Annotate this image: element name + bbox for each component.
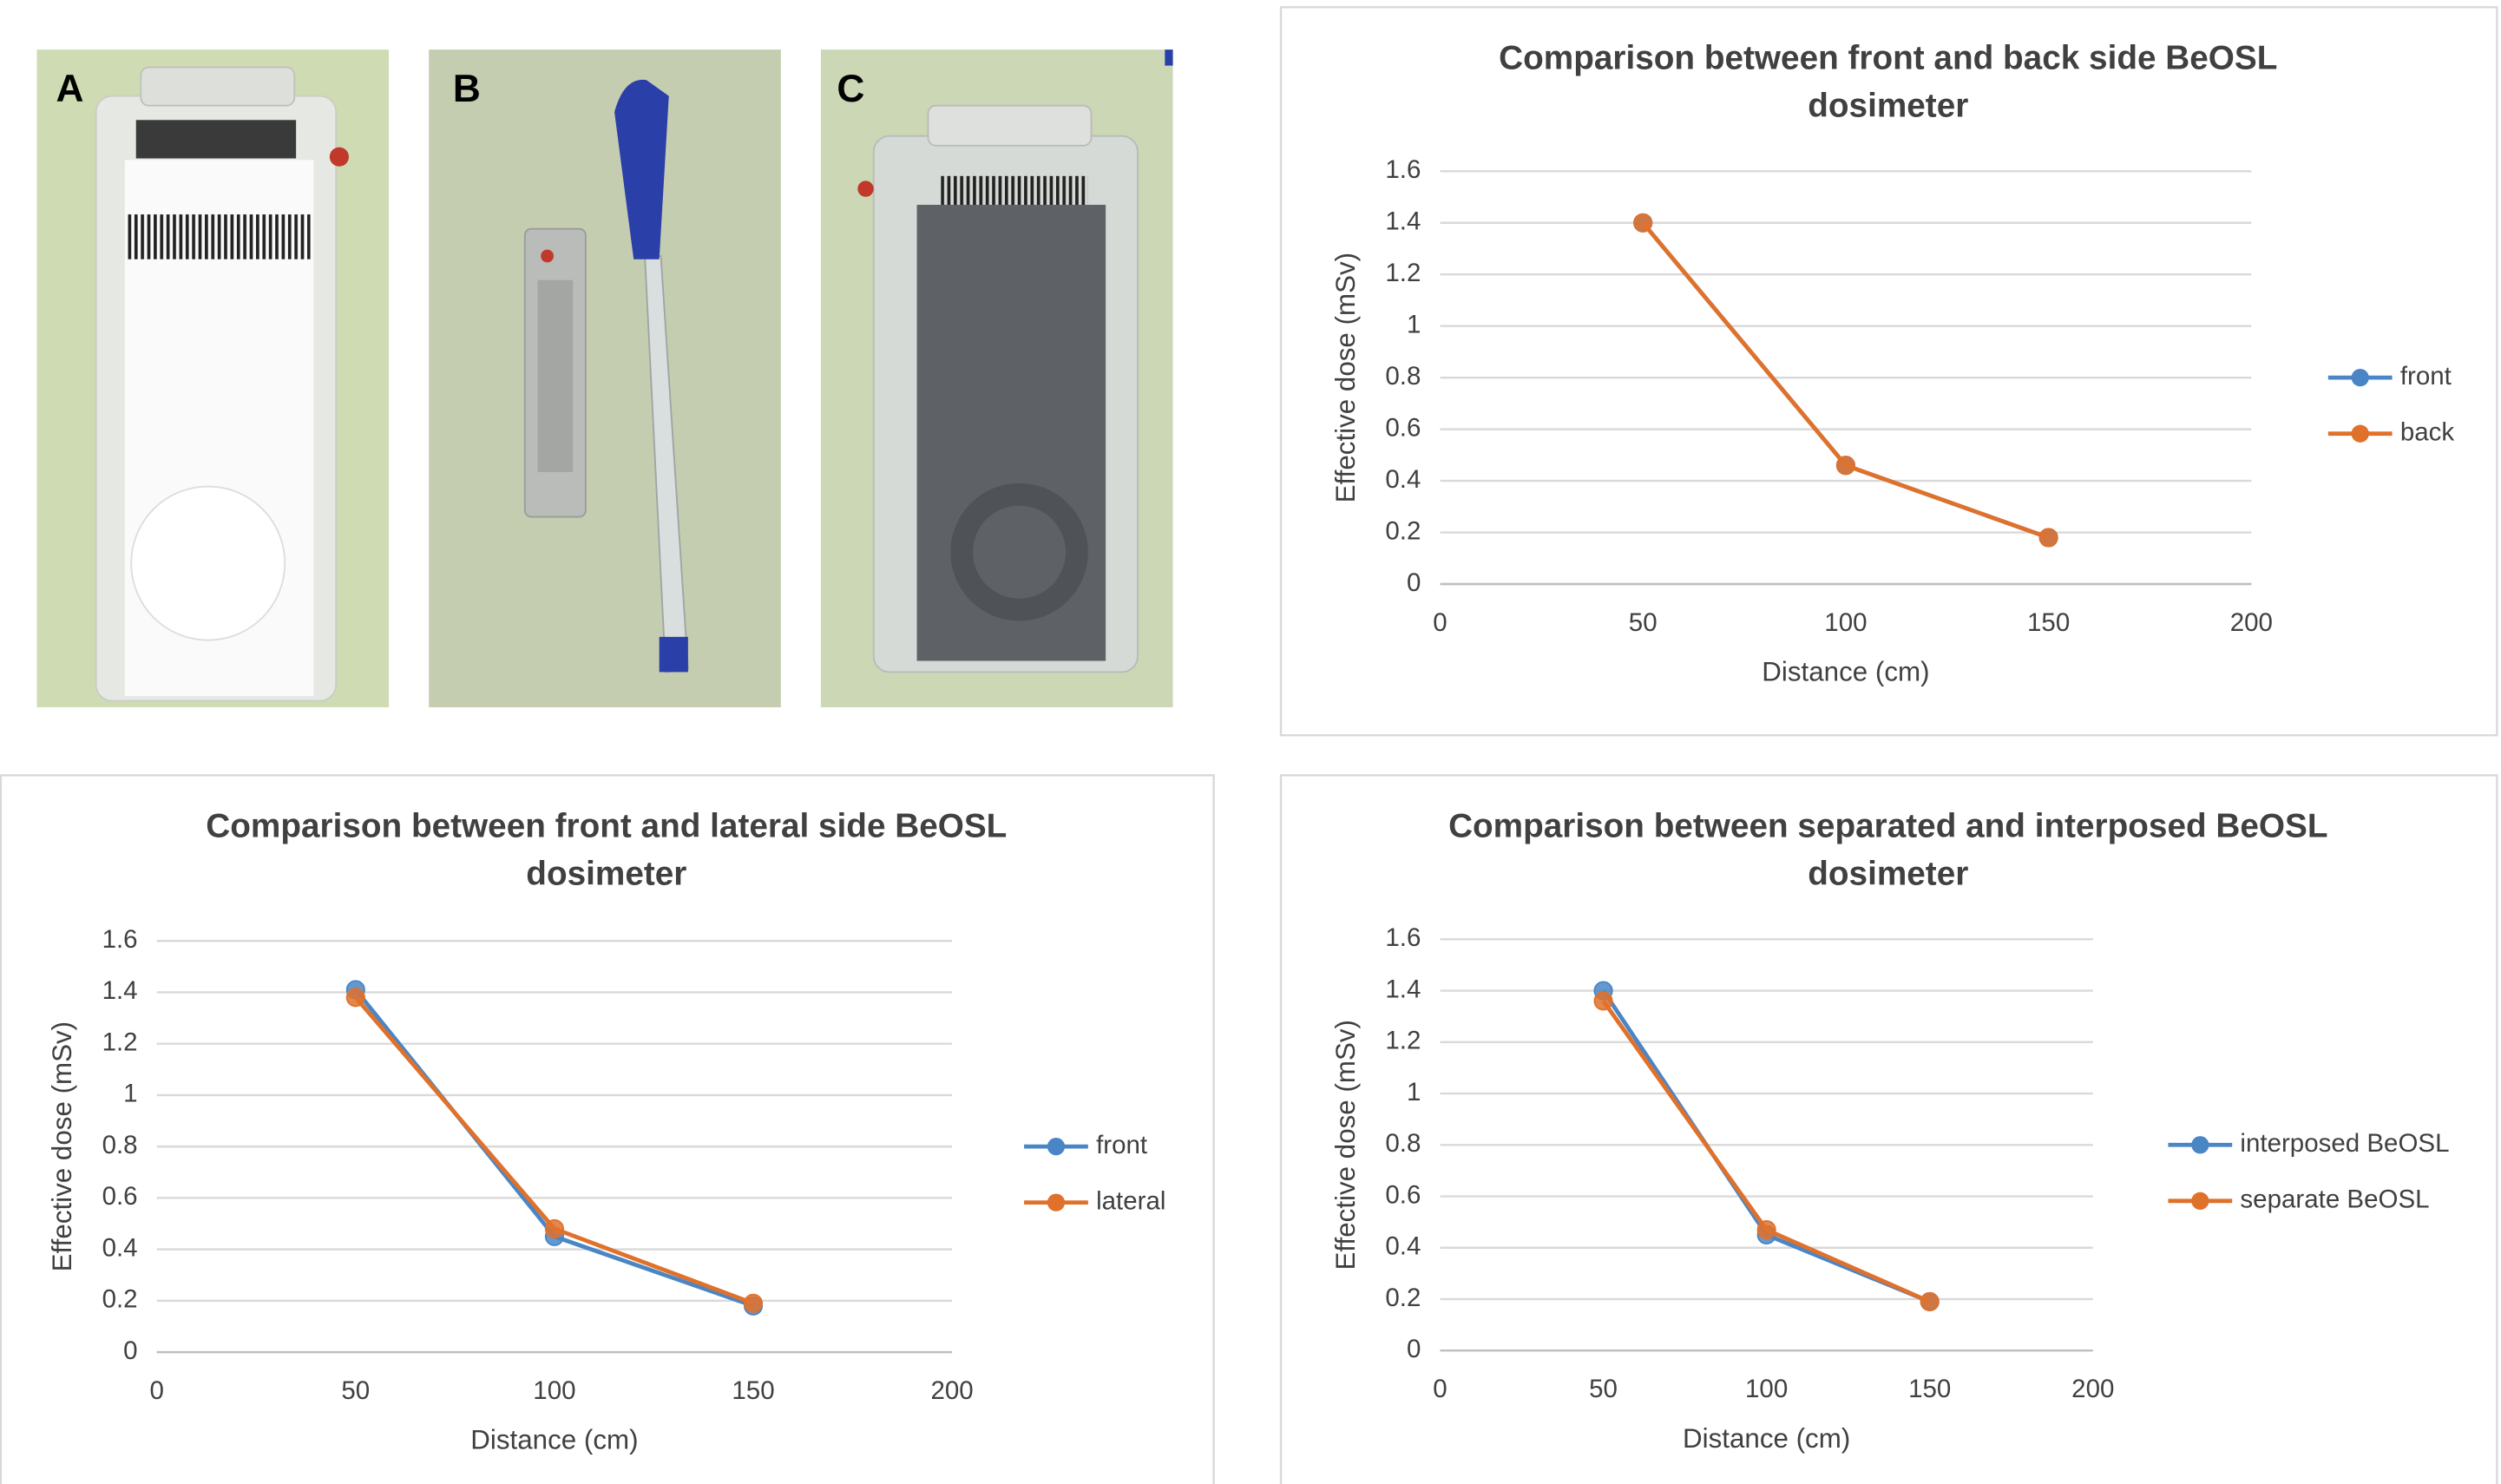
marker: [1758, 1221, 1776, 1238]
panel-label: C: [837, 68, 864, 110]
y-tick-label: 1.6: [102, 925, 138, 954]
x-tick-label: 100: [1824, 608, 1867, 637]
y-tick-label: 0: [1407, 568, 1421, 597]
x-tick-label: 0: [1433, 608, 1447, 637]
y-tick-label: 1.4: [1385, 975, 1421, 1003]
x-tick-label: 50: [341, 1376, 370, 1405]
photo-c: [821, 49, 1173, 707]
y-tick-label: 1: [123, 1080, 137, 1108]
y-tick-label: 1: [1407, 1078, 1421, 1106]
x-tick-label: 200: [2230, 608, 2273, 637]
y-tick-label: 0.6: [1385, 413, 1421, 442]
legend-label: interposed BeOSL: [2240, 1129, 2449, 1158]
y-tick-label: 1.6: [1385, 923, 1421, 952]
x-tick-label: 150: [732, 1376, 774, 1405]
legend-label: front: [2400, 362, 2452, 391]
x-tick-label: 50: [1589, 1375, 1618, 1403]
legend-label: back: [2400, 417, 2455, 446]
x-tick-label: 0: [150, 1376, 164, 1405]
y-tick-label: 0: [123, 1336, 137, 1365]
x-tick-label: 200: [2071, 1375, 2114, 1403]
y-tick-label: 1.4: [102, 976, 138, 1005]
x-axis-label: Distance (cm): [470, 1425, 638, 1455]
x-tick-label: 150: [1908, 1375, 1951, 1403]
marker: [745, 1295, 762, 1312]
y-tick-label: 0.8: [1385, 1129, 1421, 1158]
legend-label: separate BeOSL: [2240, 1185, 2429, 1214]
chart: Comparison between front and lateral sid…: [1, 775, 1214, 1484]
marker: [1921, 1293, 1939, 1310]
y-axis-label: Effective dose (mSv): [47, 1021, 77, 1271]
chart-title: Comparison between separated and interpo…: [1400, 804, 2376, 900]
y-tick-label: 0.2: [1385, 1284, 1421, 1312]
marker: [546, 1220, 563, 1238]
legend-marker: [2191, 1136, 2209, 1153]
photo-a: [36, 49, 389, 707]
legend-label: lateral: [1096, 1186, 1165, 1215]
legend-label: front: [1096, 1131, 1147, 1159]
marker: [347, 988, 364, 1006]
legend-marker: [2352, 369, 2369, 386]
marker: [1594, 992, 1612, 1009]
x-tick-label: 50: [1629, 608, 1657, 637]
x-tick-label: 100: [533, 1376, 575, 1405]
y-tick-label: 0.4: [102, 1233, 138, 1262]
x-tick-label: 200: [931, 1376, 974, 1405]
y-tick-label: 0.8: [102, 1131, 138, 1159]
y-tick-label: 1.2: [102, 1028, 138, 1056]
chart-title: Comparison between front and back side B…: [1456, 36, 2320, 132]
y-tick-label: 0.6: [1385, 1180, 1421, 1209]
y-tick-label: 1.4: [1385, 207, 1421, 236]
y-tick-label: 1.2: [1385, 259, 1421, 287]
x-tick-label: 100: [1745, 1375, 1788, 1403]
y-tick-label: 0.8: [1385, 362, 1421, 391]
x-tick-label: 0: [1433, 1375, 1447, 1403]
y-axis-label: Effective dose (mSv): [1330, 1020, 1361, 1270]
y-tick-label: 0.2: [1385, 516, 1421, 545]
figure: A B C Comparison between front and back …: [0, 0, 2501, 1484]
marker: [1837, 456, 1854, 474]
marker: [1634, 214, 1651, 232]
y-tick-label: 0.4: [1385, 465, 1421, 494]
marker: [2039, 529, 2057, 546]
y-tick-label: 0.6: [102, 1182, 138, 1211]
y-axis-label: Effective dose (mSv): [1330, 253, 1361, 502]
chart-title: Comparison between front and lateral sid…: [159, 804, 1055, 900]
chart-title-box: Comparison between front and lateral sid…: [159, 804, 1055, 916]
y-tick-label: 1: [1407, 310, 1421, 338]
x-tick-label: 150: [2027, 608, 2070, 637]
panel-label: B: [453, 68, 481, 110]
x-axis-label: Distance (cm): [1762, 657, 1929, 687]
y-tick-label: 1.6: [1385, 155, 1421, 184]
chart: Comparison between front and back side B…: [1281, 7, 2497, 735]
chart: Comparison between separated and interpo…: [1281, 775, 2497, 1484]
y-tick-label: 0: [1407, 1335, 1421, 1363]
legend-marker: [2191, 1192, 2209, 1210]
legend-marker: [2352, 425, 2369, 443]
legend-marker: [1047, 1138, 1065, 1155]
y-tick-label: 1.2: [1385, 1027, 1421, 1055]
chart-title-box: Comparison between separated and interpo…: [1400, 804, 2376, 916]
y-tick-label: 0.4: [1385, 1232, 1421, 1261]
y-tick-label: 0.2: [102, 1285, 138, 1314]
photo-b: [429, 49, 781, 707]
legend-marker: [1047, 1194, 1065, 1211]
x-axis-label: Distance (cm): [1683, 1423, 1850, 1454]
chart-title-box: Comparison between front and back side B…: [1456, 36, 2320, 148]
panel-label: A: [56, 68, 84, 110]
